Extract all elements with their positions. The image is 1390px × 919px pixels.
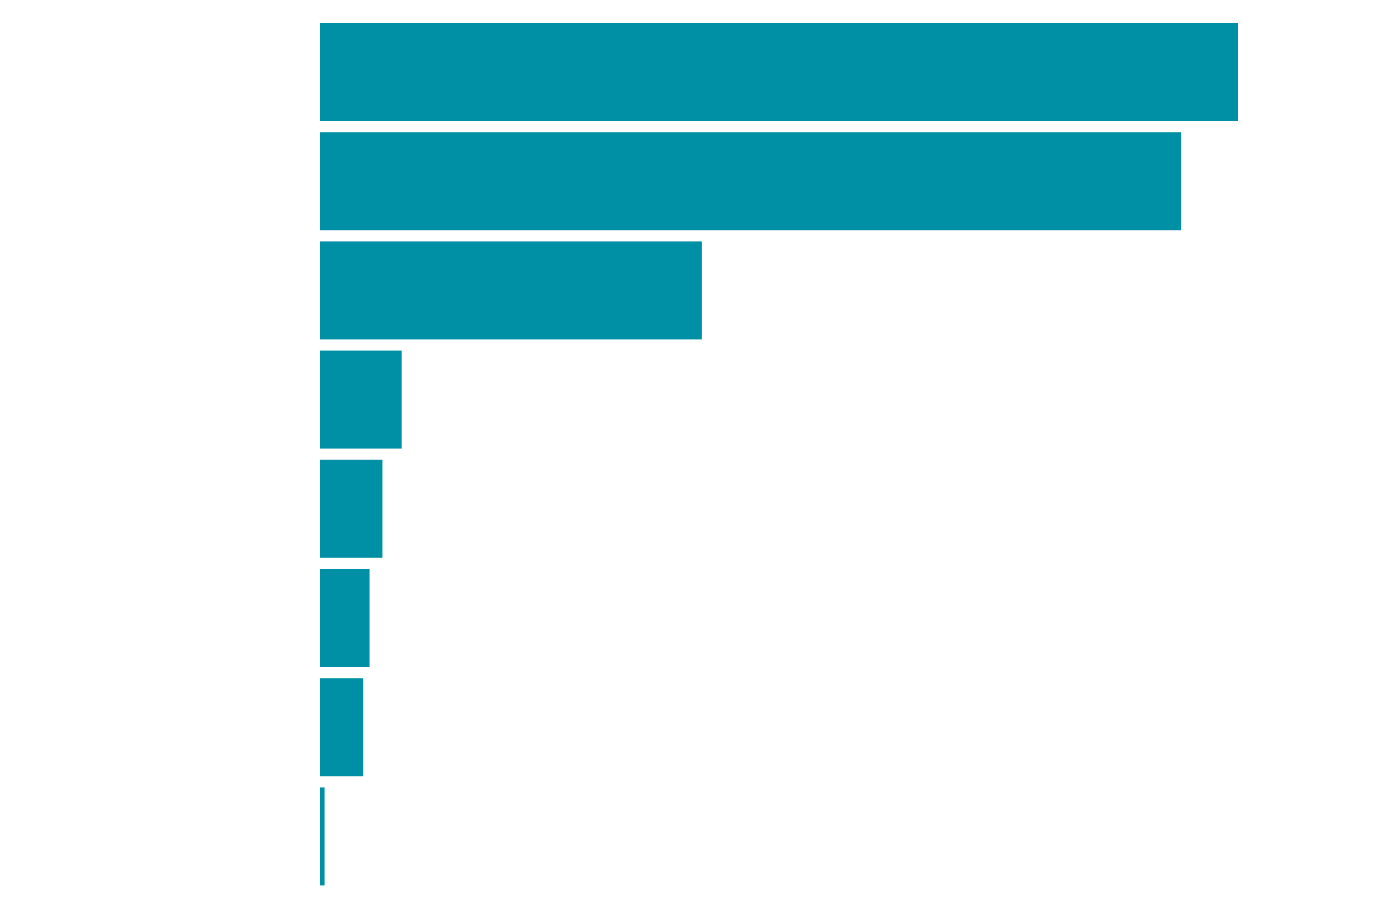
bar-3 <box>320 350 402 449</box>
bar-1 <box>320 132 1182 231</box>
bar-5 <box>320 569 370 667</box>
bar-7 <box>320 787 325 886</box>
bar-4 <box>320 459 383 558</box>
bar-2 <box>320 241 702 340</box>
bar-0 <box>320 23 1238 121</box>
bar-6 <box>320 678 364 777</box>
bars-group <box>320 23 1238 886</box>
